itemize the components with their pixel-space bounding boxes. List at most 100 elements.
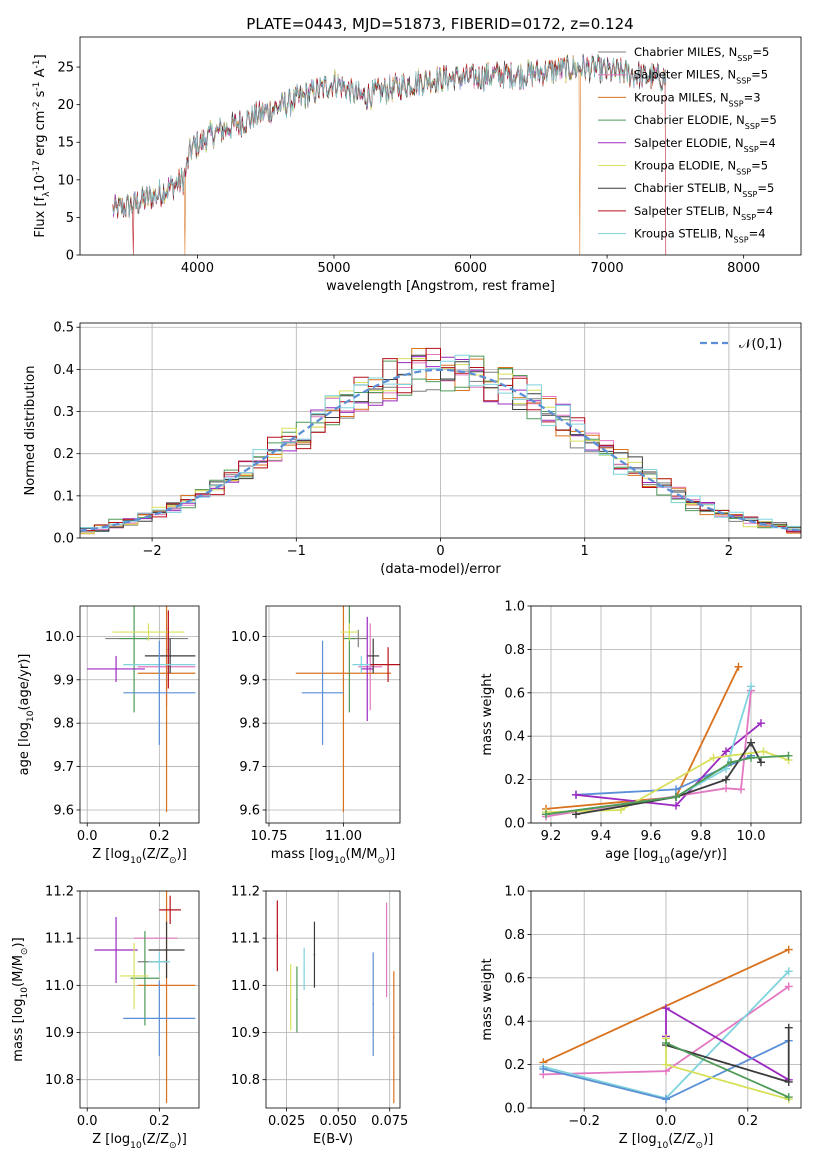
- series-marker: [722, 784, 730, 793]
- plot-area: [539, 945, 793, 1104]
- y-tick-label: 0.2: [53, 447, 74, 462]
- y-tick-label: 10.0: [45, 630, 74, 645]
- data-point: [133, 975, 135, 977]
- axes-frame: [530, 890, 802, 1109]
- series-marker: [784, 751, 793, 760]
- axes-mass_vs_Z: 0.0 0.2 10.8 10.9 11.0 11.1 11.2 Z [log10(Z/Z⊙)…: [11, 885, 200, 1151]
- series-marker: [784, 967, 793, 976]
- series-marker: [737, 785, 745, 794]
- y-tick-label: 0.5: [53, 321, 74, 336]
- legend-label: Kroupa MILES, NSSP=3: [634, 90, 761, 108]
- x-tick-label: 0.075: [371, 1114, 408, 1129]
- y-tick-label: 11.0: [45, 979, 74, 994]
- y-tick-label: 0.4: [504, 730, 525, 745]
- x-axis-label: (data-model)/error: [380, 562, 501, 577]
- y-tick-label: 1.0: [504, 885, 525, 900]
- x-tick-label: 8000: [727, 261, 760, 276]
- data-point: [321, 692, 324, 694]
- y-tick-label: 1.0: [504, 600, 525, 615]
- legend-label: Salpeter MILES, NSSP=5: [634, 68, 768, 86]
- spectrum-line: [112, 54, 667, 218]
- y-tick-label: 0.6: [504, 971, 525, 986]
- x-tick-label: 0.0: [656, 1114, 677, 1129]
- gaussian-reference-line: [80, 368, 801, 532]
- series-marker: [734, 662, 743, 671]
- data-point: [158, 1017, 161, 1020]
- axes-age_vs_mass: 10.75 11.00 9.6 9.7 9.8 9.9 10.0 mass [log10(M/…: [231, 605, 401, 866]
- series-line: [545, 666, 740, 810]
- y-tick-label: 0.2: [504, 1058, 525, 1073]
- series-line: [545, 750, 789, 813]
- y-axis-label: Flux [fλ10-17 erg cm-2 s-1 A-1]: [32, 54, 52, 237]
- legend-label: Kroupa STELIB, NSSP=4: [634, 227, 766, 245]
- x-axis-label: Z [log10(Z/Z⊙)]: [92, 847, 187, 866]
- series-marker: [542, 810, 550, 819]
- data-point: [357, 637, 360, 640]
- legend-label: 𝒩(0,1): [739, 337, 782, 352]
- x-axis-label: E(B-V): [313, 1132, 353, 1147]
- data-point: [169, 909, 171, 911]
- plot-area: [295, 606, 400, 813]
- x-tick-label: 1: [581, 544, 589, 559]
- y-axis-label: mass weight: [480, 673, 495, 755]
- data-point: [366, 668, 369, 670]
- series-marker: [709, 753, 718, 762]
- x-axis-label: Z [log10(Z/Z⊙)]: [92, 1132, 187, 1151]
- x-tick-label: 0.050: [320, 1114, 357, 1129]
- data-point: [165, 672, 168, 675]
- y-tick-label: 0.8: [504, 643, 525, 658]
- data-point: [147, 631, 150, 633]
- series-marker: [572, 790, 580, 799]
- y-tick-label: 10.0: [231, 630, 260, 645]
- x-tick-label: 5000: [317, 261, 350, 276]
- data-point: [360, 663, 363, 666]
- figure-title: PLATE=0443, MJD=51873, FIBERID=0172, z=0…: [246, 15, 633, 33]
- axes-frame: [79, 36, 802, 256]
- legend: Chabrier MILES, NSSP=5 Salpeter MILES, NS…: [598, 45, 777, 244]
- y-tick-label: 0.0: [53, 532, 74, 547]
- histogram-step: [80, 355, 801, 532]
- series-marker: [747, 753, 755, 762]
- y-tick-label: 11.0: [231, 979, 260, 994]
- axes-frame: [79, 322, 802, 539]
- series-line: [575, 722, 762, 807]
- y-tick-label: 10.9: [231, 1026, 260, 1041]
- x-tick-label: 4000: [181, 261, 214, 276]
- y-tick-label: 0.4: [53, 363, 74, 378]
- x-tick-label: 0.2: [149, 829, 170, 844]
- series-line: [665, 1042, 790, 1099]
- y-tick-label: 9.8: [239, 717, 260, 732]
- x-tick-label: 9.6: [641, 829, 662, 844]
- y-tick-label: 11.1: [45, 932, 74, 947]
- legend-label: Kroupa ELODIE, NSSP=5: [634, 159, 768, 177]
- series-line: [545, 690, 752, 818]
- series-marker: [672, 801, 680, 810]
- y-tick-label: 0.2: [504, 773, 525, 788]
- axes-mass_weight_vs_age: 9.2 9.4 9.6 9.8 10.0 0.0 0.2 0.4 0.6 0.8 1.0 age [l…: [480, 600, 802, 866]
- histogram-step: [80, 354, 801, 529]
- x-tick-label: 2: [725, 544, 733, 559]
- data-point: [144, 977, 146, 980]
- y-tick-label: 10.9: [45, 1026, 74, 1041]
- y-tick-label: 9.7: [53, 760, 74, 775]
- axes-frame: [79, 890, 200, 1109]
- data-point: [369, 665, 372, 668]
- series-marker: [727, 758, 735, 767]
- y-tick-label: 9.6: [239, 803, 260, 818]
- data-point: [115, 949, 117, 951]
- y-tick-label: 9.6: [53, 803, 74, 818]
- y-tick-label: 0.4: [504, 1015, 525, 1030]
- x-tick-label: −1: [287, 544, 306, 559]
- series-marker: [759, 747, 768, 756]
- series-marker: [672, 792, 680, 801]
- data-point: [133, 637, 135, 640]
- legend-label: Chabrier STELIB, NSSP=5: [634, 181, 774, 199]
- data-point: [165, 949, 168, 951]
- data-point: [169, 655, 171, 657]
- data-point: [348, 631, 351, 633]
- y-axis-label: mass [log10(M/M⊙)]: [11, 937, 30, 1061]
- axes-spectrum: 4000 5000 6000 7000 8000 0 5 10 15 20 25 wavelength…: [32, 36, 802, 294]
- plot-area: [542, 662, 793, 821]
- series-marker: [539, 1064, 548, 1073]
